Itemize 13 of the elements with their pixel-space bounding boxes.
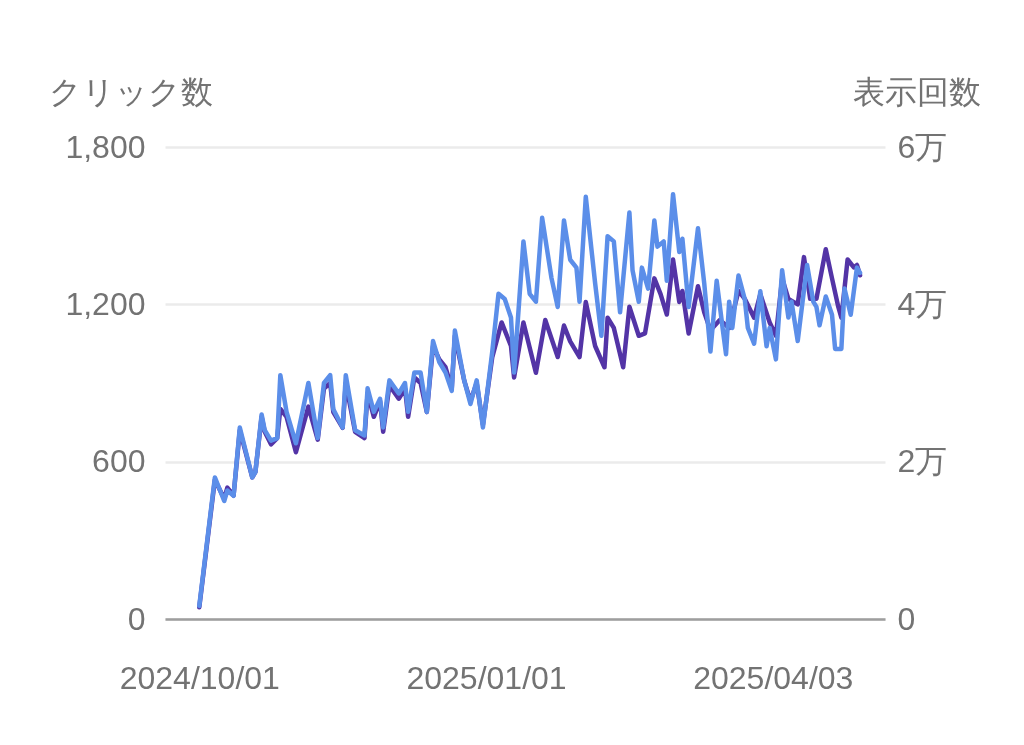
y-tick-label: 1,800: [65, 128, 146, 165]
y-tick-label: 0: [127, 600, 146, 637]
y2-tick-label: 4万: [897, 285, 948, 322]
y2-tick-label: 0: [897, 600, 916, 637]
y2-axis-title: 表示回数: [852, 73, 981, 110]
y2-tick-label: 6万: [897, 128, 948, 165]
x-tick-label: 2025/04/03: [693, 659, 854, 696]
y-tick-label: 1,200: [65, 285, 146, 322]
y-tick-label: 600: [92, 443, 146, 480]
x-tick-label: 2025/01/01: [406, 659, 567, 696]
y2-tick-label: 2万: [897, 443, 948, 480]
x-tick-label: 2024/10/01: [119, 659, 280, 696]
y-axis-title: クリック数: [48, 73, 213, 110]
